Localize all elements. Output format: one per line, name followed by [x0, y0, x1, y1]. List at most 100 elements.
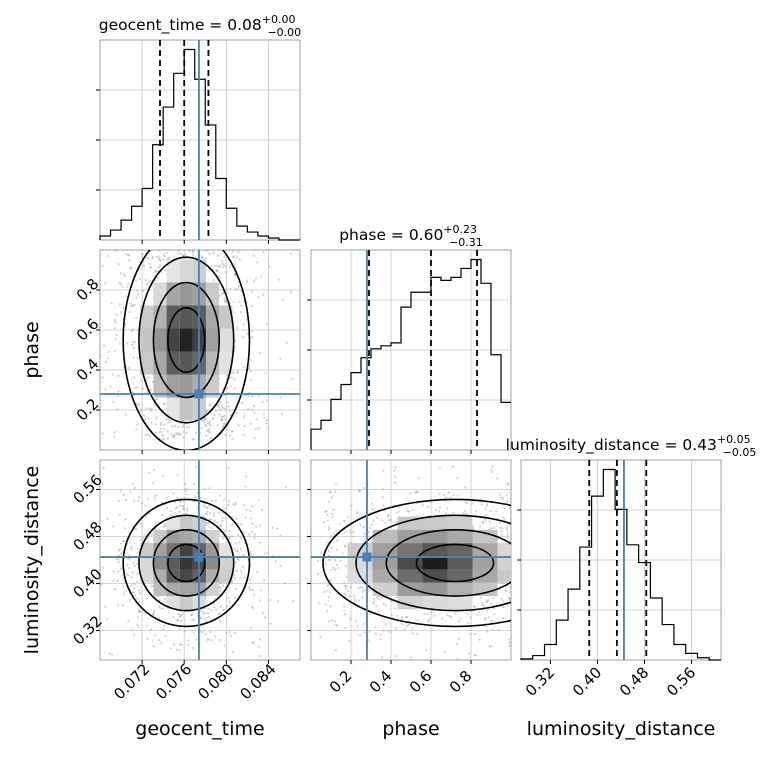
sample-point	[212, 251, 215, 255]
sample-point	[491, 628, 494, 632]
sample-point	[133, 341, 136, 344]
title-phase: phase = 0.60+0.23 −0.31	[339, 223, 483, 249]
density-cell	[179, 397, 193, 421]
sample-point	[284, 485, 287, 489]
sample-point	[202, 610, 205, 613]
sample-point	[457, 637, 461, 640]
sample-point	[162, 628, 165, 631]
sample-point	[263, 552, 266, 555]
sample-point	[478, 500, 482, 503]
sample-point	[241, 401, 244, 404]
sample-point	[164, 635, 167, 638]
contour-line	[322, 498, 511, 628]
sample-point	[228, 529, 231, 533]
sample-point	[221, 584, 225, 588]
sample-point	[251, 409, 254, 412]
sample-point	[359, 585, 362, 589]
sample-point	[223, 417, 227, 421]
density-cell	[422, 556, 448, 570]
sample-point	[242, 416, 245, 419]
sample-point	[154, 269, 157, 273]
sample-point	[324, 510, 327, 513]
sample-point	[281, 299, 285, 302]
density-cell	[179, 582, 193, 597]
sample-point	[223, 508, 226, 511]
sample-point	[325, 510, 328, 513]
title-luminosity_distance: luminosity_distance = 0.43+0.05 −0.05	[506, 433, 757, 459]
contour-line	[167, 306, 206, 373]
density-cell	[166, 397, 180, 421]
sample-point	[332, 508, 335, 512]
sample-point	[471, 502, 474, 505]
sample-point	[217, 511, 221, 514]
sample-point	[354, 620, 357, 623]
sample-point	[166, 430, 170, 433]
sample-point	[154, 431, 157, 434]
sample-point	[393, 469, 396, 472]
x-tick-label: 0.56	[663, 663, 699, 699]
sample-point	[376, 516, 379, 519]
sample-point	[130, 576, 133, 579]
sample-point	[239, 577, 242, 580]
sample-point	[226, 605, 229, 608]
sample-point	[94, 260, 96, 262]
sample-point	[219, 620, 222, 623]
sample-point	[473, 605, 476, 608]
sample-point	[155, 417, 158, 421]
density-cell	[166, 282, 180, 306]
sample-point	[181, 254, 185, 257]
sample-point	[221, 516, 224, 519]
x-tick-label: 0.080	[194, 660, 237, 703]
contour-line	[138, 256, 235, 424]
sample-point	[329, 578, 332, 582]
sample-point	[389, 518, 392, 521]
sample-point	[178, 614, 181, 617]
sample-point	[144, 407, 148, 410]
density-cell	[447, 516, 473, 530]
sample-point	[127, 620, 130, 623]
sample-point	[179, 252, 182, 255]
sample-point	[276, 600, 279, 603]
sample-point	[508, 598, 511, 602]
sample-point	[146, 282, 149, 286]
density-cell	[497, 569, 511, 583]
sample-point	[377, 597, 380, 600]
sample-point	[149, 388, 152, 391]
sample-point	[175, 648, 179, 651]
sample-point	[237, 558, 240, 562]
sample-point	[327, 558, 330, 562]
sample-point	[430, 611, 433, 614]
sample-point	[205, 250, 208, 253]
density-cell	[140, 328, 154, 352]
sample-point	[162, 253, 166, 256]
sample-point	[106, 618, 109, 621]
sample-point	[220, 415, 223, 418]
density-cell	[372, 569, 398, 583]
sample-point	[253, 279, 256, 282]
density-cell	[422, 569, 448, 583]
sample-point	[112, 570, 115, 573]
density-cell	[179, 596, 193, 610]
y-axis-label-luminosity-distance: luminosity_distance	[21, 466, 43, 655]
sample-point	[279, 564, 282, 567]
sample-point	[168, 256, 171, 259]
sample-point	[258, 541, 262, 544]
sample-point	[209, 265, 212, 268]
sample-point	[150, 407, 153, 411]
sample-point	[203, 421, 206, 424]
sample-point	[329, 591, 332, 594]
sample-point	[193, 665, 195, 667]
sample-point	[187, 488, 190, 491]
sample-point	[452, 493, 455, 497]
sample-point	[156, 269, 159, 273]
sample-point	[120, 552, 123, 556]
sample-point	[463, 509, 466, 513]
sample-point	[502, 606, 505, 609]
sample-point	[222, 537, 225, 540]
sample-point	[254, 525, 258, 528]
sample-point	[352, 594, 355, 597]
sample-point	[101, 482, 104, 485]
sample-point	[259, 589, 263, 592]
sample-point	[184, 488, 187, 491]
sample-point	[135, 528, 138, 531]
